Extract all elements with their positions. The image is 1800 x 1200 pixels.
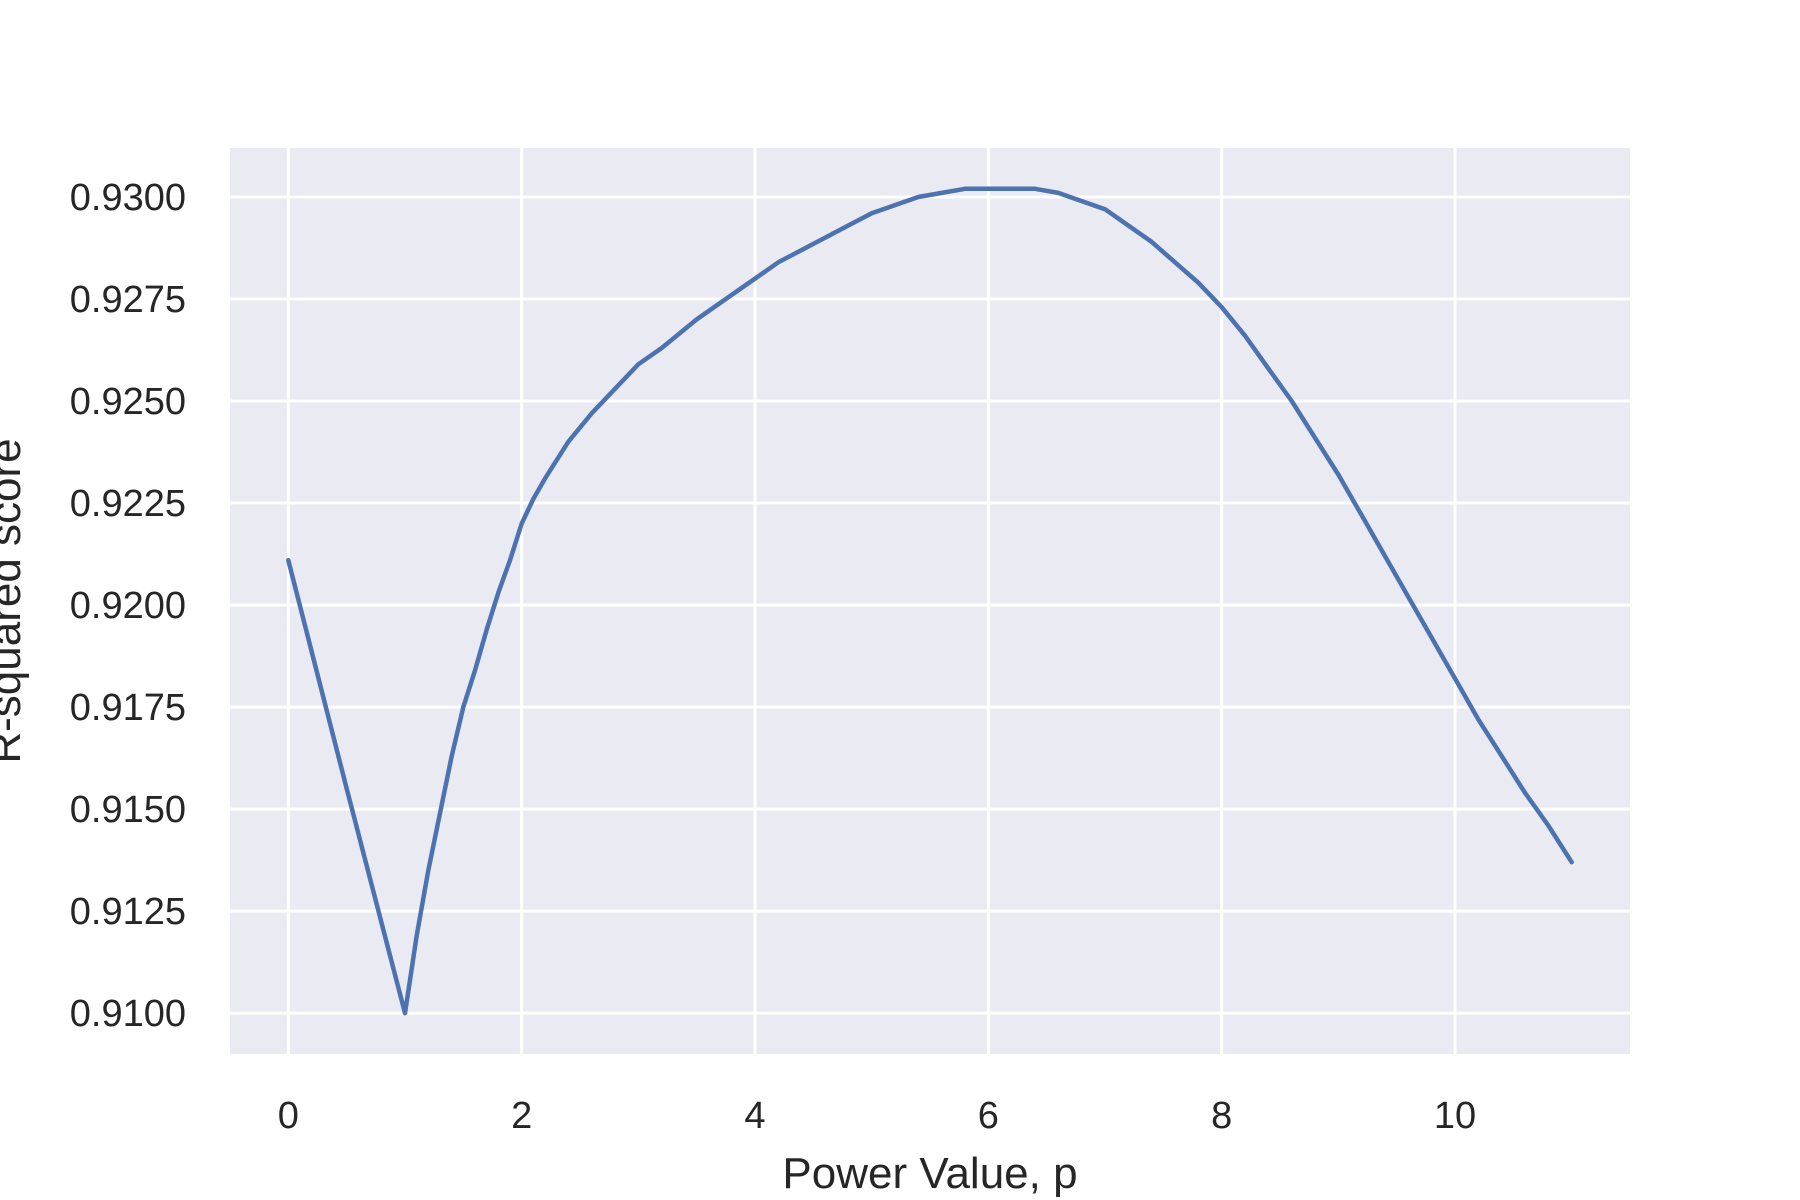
x-gridlines [286, 148, 1457, 1054]
x-tick-label: 0 [278, 1095, 299, 1137]
x-tick-labels: 0 2 4 6 8 10 [278, 1095, 1476, 1137]
x-tick-label: 4 [744, 1095, 765, 1137]
y-tick-labels: 0.9100 0.9125 0.9150 0.9175 0.9200 0.9225 0.92… [70, 177, 186, 1035]
y-tick-label: 0.9125 [70, 891, 186, 933]
y-tick-label: 0.9175 [70, 687, 186, 729]
y-tick-label: 0.9225 [70, 483, 186, 525]
y-axis-label: R-squared score [0, 438, 30, 763]
y-tick-label: 0.9300 [70, 177, 186, 219]
series-line [286, 186, 1574, 1016]
y-tick-label: 0.9275 [70, 279, 186, 321]
y-tick-label: 0.9200 [70, 585, 186, 627]
y-tick-label: 0.9250 [70, 381, 186, 423]
x-tick-label: 2 [511, 1095, 532, 1137]
plot-area [230, 148, 1630, 1054]
x-tick-label: 6 [978, 1095, 999, 1137]
x-tick-label: 10 [1434, 1095, 1476, 1137]
series-group [286, 186, 1574, 1016]
y-tick-label: 0.9150 [70, 789, 186, 831]
x-tick-label: 8 [1211, 1095, 1232, 1137]
x-axis-label: Power Value, p [782, 1149, 1077, 1198]
y-tick-label: 0.9100 [70, 993, 186, 1035]
